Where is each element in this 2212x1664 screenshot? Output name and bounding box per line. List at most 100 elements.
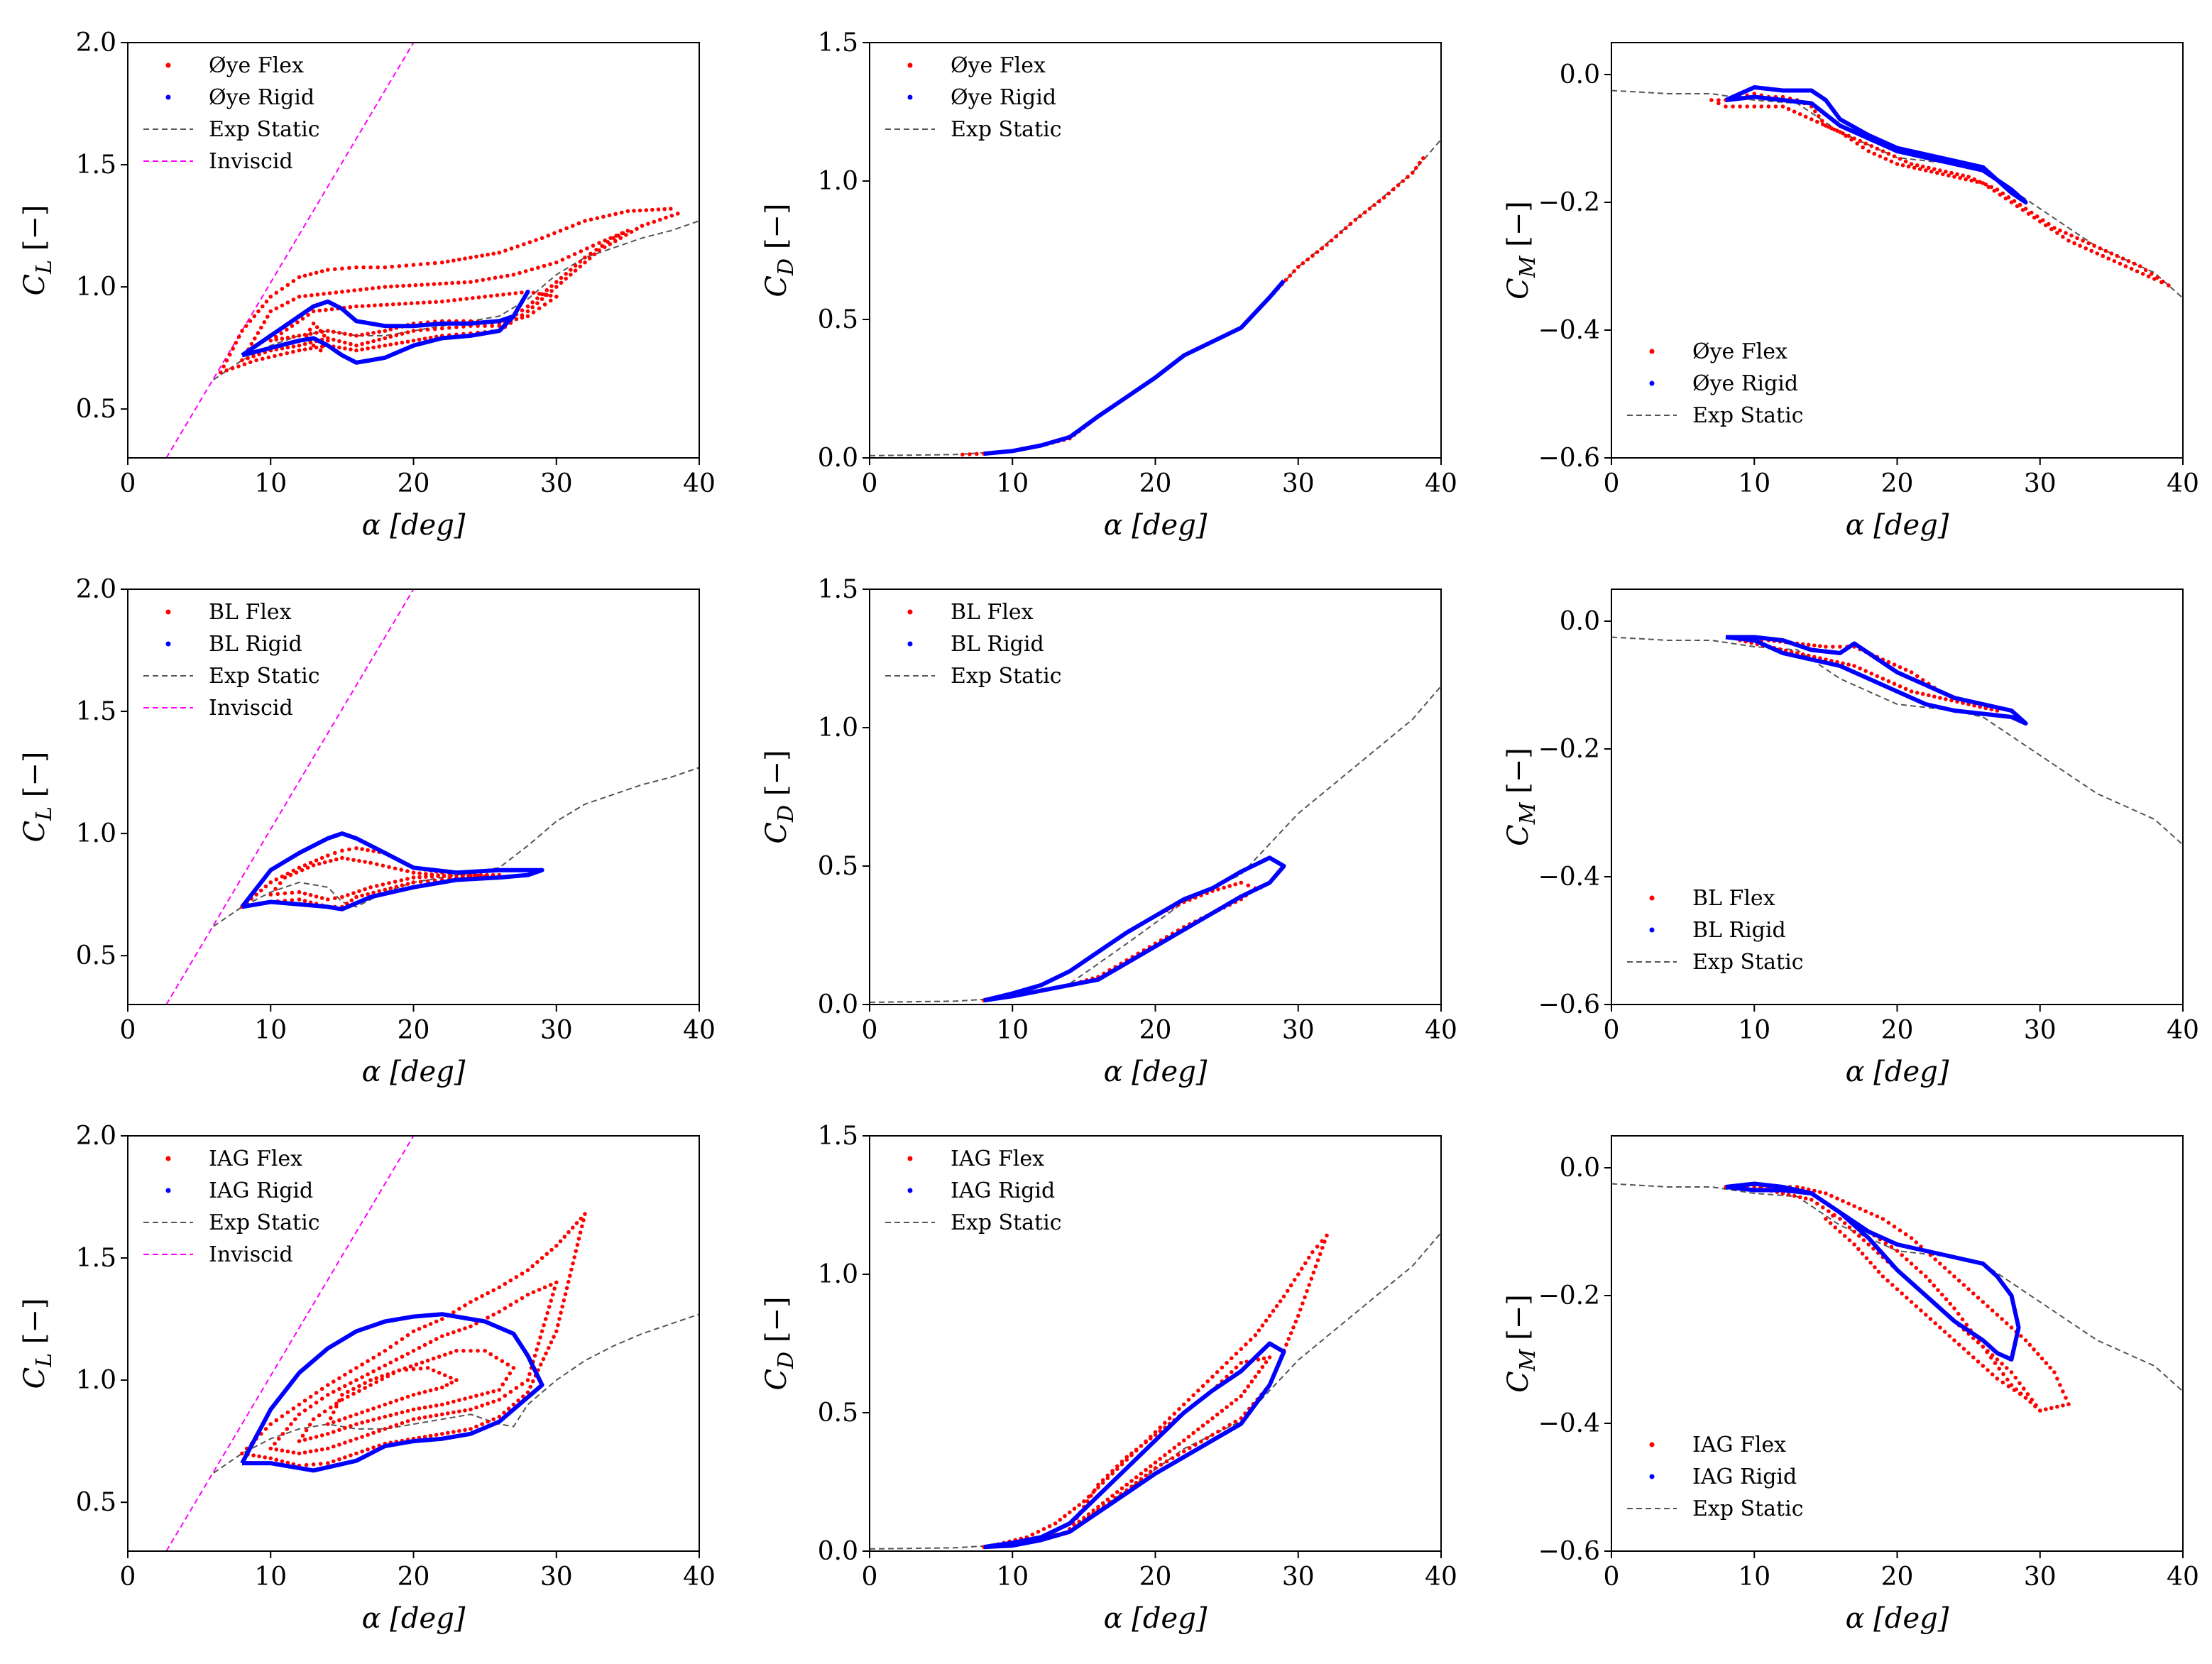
point [405,1419,410,1423]
point [1163,1421,1167,1425]
point [569,1267,574,1272]
x-tick-label: 40 [2167,1016,2199,1045]
point [354,304,358,309]
point [2039,1356,2044,1361]
point [1110,1469,1115,1473]
point [443,1373,447,1377]
point [1246,1384,1251,1389]
point [346,857,350,861]
point [1929,170,1934,174]
point [1914,1266,1919,1270]
plot-area [870,138,1441,457]
point [511,1402,516,1407]
point [358,288,363,292]
point [422,1405,427,1410]
point [1372,203,1376,207]
point [427,300,432,305]
x-tick-label: 30 [540,1016,573,1045]
point [676,212,680,216]
point [349,1381,353,1385]
point [1952,1274,1956,1279]
point [2112,259,2117,263]
point [461,1349,466,1353]
series--ye-rigid [241,290,530,365]
point [464,297,469,301]
subplot-iag-cl: 0 10 20 30 40 0.5 1.0 1.5 2.0 α [deg] CL [−] IAG Fl… [18,1122,716,1635]
legend-entry: Exp Static [1692,403,1804,428]
point [334,1401,339,1406]
point [554,1280,559,1285]
point [285,1410,290,1415]
point [302,347,307,352]
point [377,337,381,342]
point [425,261,430,266]
legend-entry: Inviscid [209,1242,293,1267]
point [240,358,244,363]
point [366,332,370,336]
point [571,1261,575,1266]
point [1222,1426,1226,1430]
point [1852,1242,1856,1247]
point [380,882,385,887]
point [2137,264,2142,268]
point [257,1454,261,1459]
point [417,875,422,880]
point [548,262,552,267]
point [463,1396,467,1401]
point [1844,133,1848,138]
point [1320,1239,1325,1243]
point [326,329,330,333]
point [1139,1472,1144,1476]
x-tick-label: 30 [2024,1016,2057,1045]
point [366,1372,370,1376]
point [1205,1420,1210,1424]
point [334,1404,339,1409]
point [576,221,581,226]
point [664,215,668,220]
point [542,263,547,268]
point [446,1332,450,1337]
legend-marker [907,609,913,615]
legend-entry: Exp Static [209,1210,320,1235]
x-tick-label: 20 [398,1016,430,1045]
point [440,1334,444,1338]
point [425,879,430,883]
point [531,290,536,295]
point [285,351,290,356]
point [1301,1301,1305,1306]
point [1915,691,1920,695]
point [1234,1398,1239,1402]
point [418,262,423,267]
point [400,340,405,345]
point [431,1357,436,1361]
point [594,248,598,252]
point [366,1419,370,1423]
point [242,362,247,366]
legend: Øye Flex Øye Rigid Exp Static [885,53,1062,142]
legend-entry: Øye Flex [1692,339,1787,364]
x-axis-label: α [deg] [1104,1056,1208,1088]
point [346,893,350,897]
point [656,207,661,212]
point [457,1398,461,1403]
point [434,300,438,305]
legend-marker [1649,381,1655,386]
point [332,337,336,342]
point [2000,1317,2004,1321]
point [388,342,393,347]
point [1233,1419,1237,1424]
point [354,1412,358,1417]
point [1284,1342,1288,1347]
series-exp-static [213,767,699,927]
point [1821,122,1825,126]
point [574,1249,579,1254]
point [486,1401,490,1406]
series-exp-static [213,220,699,381]
point [268,339,273,343]
point [304,1462,309,1467]
y-tick-label: −0.6 [1538,990,1600,1019]
point [297,348,302,353]
point [2032,1347,2036,1352]
point [1759,104,1764,109]
point [333,896,337,901]
